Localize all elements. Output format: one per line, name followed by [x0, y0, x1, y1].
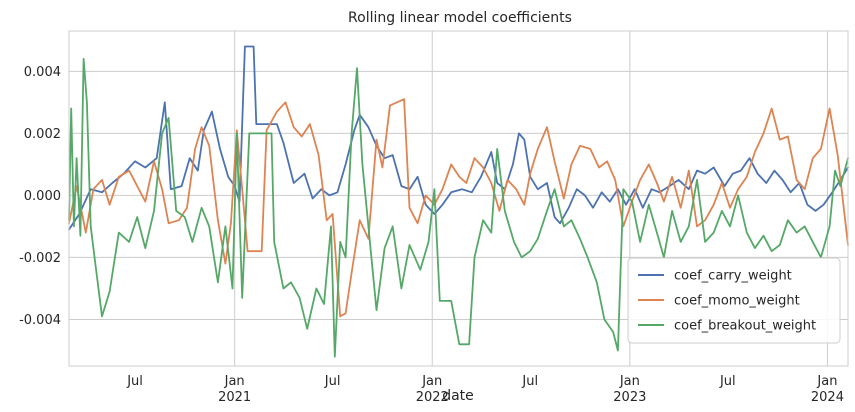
legend-label: coef_momo_weight — [674, 294, 800, 309]
chart-title: Rolling linear model coefficients — [348, 10, 572, 26]
plot-frame — [68, 30, 849, 367]
series-line-coef-momo-weight — [68, 98, 849, 318]
legend-label: coef_carry_weight — [674, 269, 792, 284]
y-tick-label: 0.004 — [24, 65, 61, 80]
x-tick-label: Jan — [816, 374, 837, 389]
x-tick-label: Jul — [324, 374, 341, 389]
x-tick-label: Jan — [619, 374, 640, 389]
x-tick-year-label: 2021 — [218, 390, 251, 405]
x-tick-year-label: 2022 — [416, 390, 449, 405]
series-lines — [68, 45, 849, 358]
x-tick-year-label: 2023 — [613, 390, 646, 405]
legend: coef_carry_weight coef_momo_weight coef_br… — [627, 257, 841, 344]
y-tick-label: -0.004 — [19, 313, 61, 328]
x-tick-year-label: 2024 — [811, 390, 844, 405]
series-line-coef-breakout-weight — [68, 58, 849, 358]
x-tick-label: Jul — [521, 374, 538, 389]
y-tick-label: 0.002 — [24, 127, 61, 142]
legend-box — [627, 257, 841, 344]
x-axis-label: date — [442, 388, 474, 404]
x-tick-label: Jan — [224, 374, 245, 389]
x-tick-label: Jul — [719, 374, 736, 389]
y-tick-labels: 0.004 0.002 0.000 -0.002 -0.004 — [19, 65, 61, 328]
series-line-coef-carry-weight — [68, 45, 849, 231]
x-tick-label: Jan — [421, 374, 442, 389]
x-tick-label: Jul — [126, 374, 143, 389]
legend-label: coef_breakout_weight — [674, 319, 816, 334]
y-tick-label: 0.000 — [24, 189, 61, 204]
y-tick-label: -0.002 — [19, 251, 61, 266]
